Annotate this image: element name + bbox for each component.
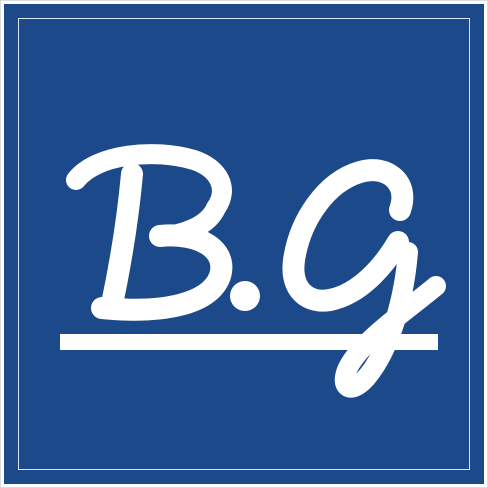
period-dot (230, 281, 260, 311)
underline-bar (60, 334, 438, 350)
letter-g-tail (334, 242, 446, 398)
letter-b-swash (66, 144, 232, 218)
inner-border (18, 18, 470, 470)
letter-b-stem (101, 163, 143, 315)
letter-b-lower-bowl (91, 224, 233, 321)
monogram-logo (60, 144, 446, 398)
letter-g-arc (282, 159, 414, 312)
